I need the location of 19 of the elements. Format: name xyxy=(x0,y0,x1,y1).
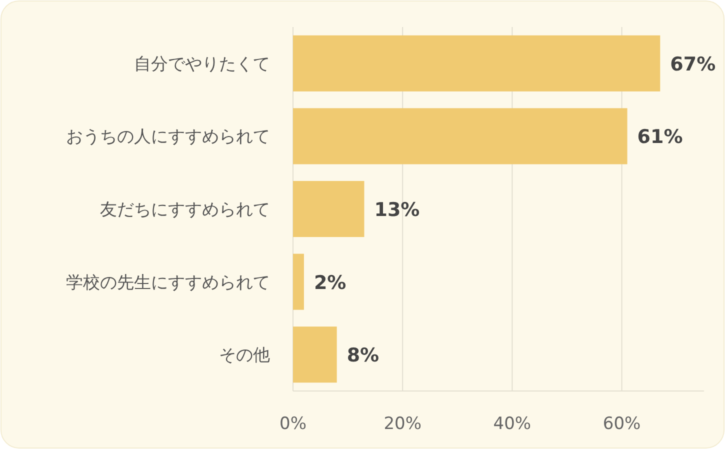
y-tick-label: 友だちにすすめられて xyxy=(100,200,270,220)
x-tick-label: 0% xyxy=(280,414,306,434)
bar xyxy=(293,254,304,310)
bar xyxy=(293,108,628,164)
data-label: 8% xyxy=(346,344,380,367)
bar xyxy=(293,35,660,92)
data-label: 61% xyxy=(637,126,683,148)
data-label: 13% xyxy=(374,199,420,221)
y-tick-label: 自分でやりたくて xyxy=(134,54,270,74)
y-tick-label: 学校の先生にすすめられて xyxy=(66,272,270,293)
x-tick-label: 20% xyxy=(384,414,422,434)
y-tick-label: おうちの人にすすめられて xyxy=(66,127,270,148)
data-label: 67% xyxy=(670,53,716,76)
bar xyxy=(293,326,337,383)
data-label: 2% xyxy=(314,272,346,294)
x-tick-label: 60% xyxy=(602,414,641,434)
y-tick-label: その他 xyxy=(219,346,270,366)
bar xyxy=(293,180,364,238)
x-tick-label: 40% xyxy=(493,414,532,434)
